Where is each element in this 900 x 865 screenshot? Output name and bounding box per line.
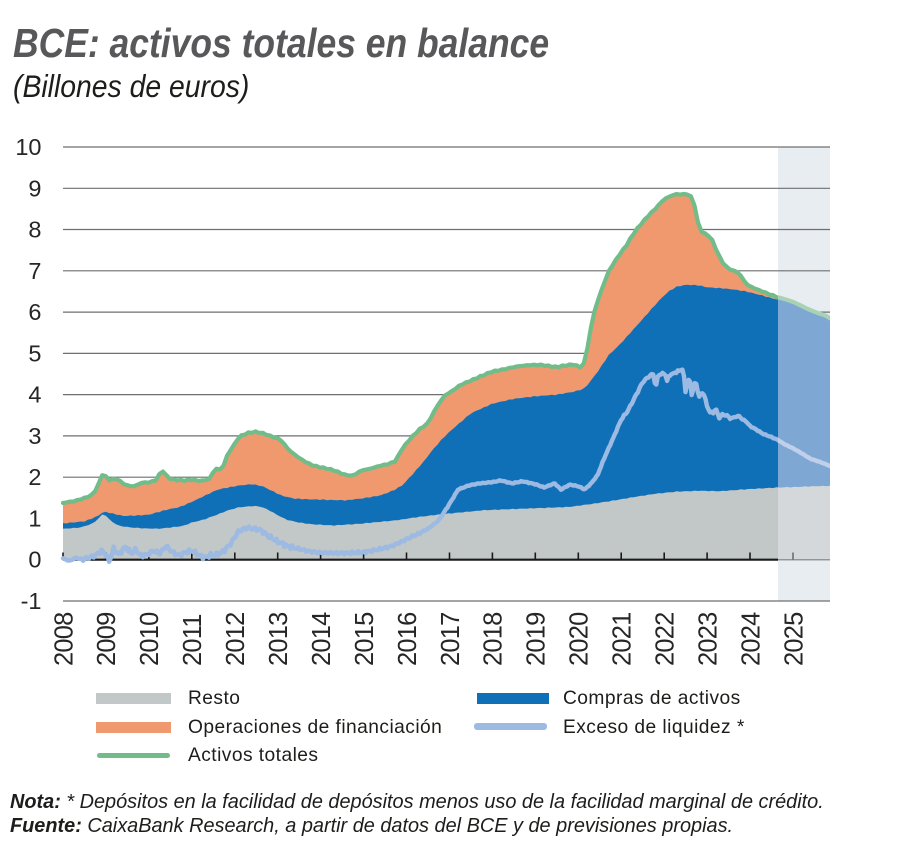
svg-text:2: 2 [28, 464, 41, 490]
svg-text:2018: 2018 [480, 612, 508, 666]
svg-text:2009: 2009 [93, 612, 121, 666]
svg-text:0: 0 [28, 547, 41, 573]
svg-text:2021: 2021 [609, 612, 637, 666]
svg-text:5: 5 [28, 340, 41, 366]
svg-text:2011: 2011 [179, 614, 207, 666]
svg-text:2014: 2014 [308, 612, 336, 666]
svg-text:8: 8 [28, 217, 41, 243]
svg-text:7: 7 [28, 258, 41, 284]
svg-text:2020: 2020 [566, 612, 594, 666]
svg-text:9: 9 [28, 175, 41, 201]
svg-text:2017: 2017 [437, 612, 465, 666]
svg-text:10: 10 [15, 134, 41, 160]
svg-text:2023: 2023 [694, 612, 722, 666]
svg-text:1: 1 [28, 506, 41, 532]
svg-text:2015: 2015 [351, 612, 379, 666]
svg-text:2019: 2019 [523, 612, 551, 666]
svg-text:2013: 2013 [265, 612, 293, 666]
svg-text:2024: 2024 [737, 612, 765, 666]
svg-text:6: 6 [28, 299, 41, 325]
svg-text:2025: 2025 [780, 612, 808, 666]
svg-text:2016: 2016 [394, 612, 422, 666]
svg-text:-1: -1 [21, 588, 42, 614]
svg-text:2022: 2022 [652, 612, 680, 666]
svg-text:4: 4 [28, 382, 41, 408]
svg-text:2012: 2012 [222, 612, 250, 666]
svg-text:2008: 2008 [50, 612, 78, 666]
svg-text:3: 3 [28, 423, 41, 449]
svg-text:2010: 2010 [136, 612, 164, 666]
